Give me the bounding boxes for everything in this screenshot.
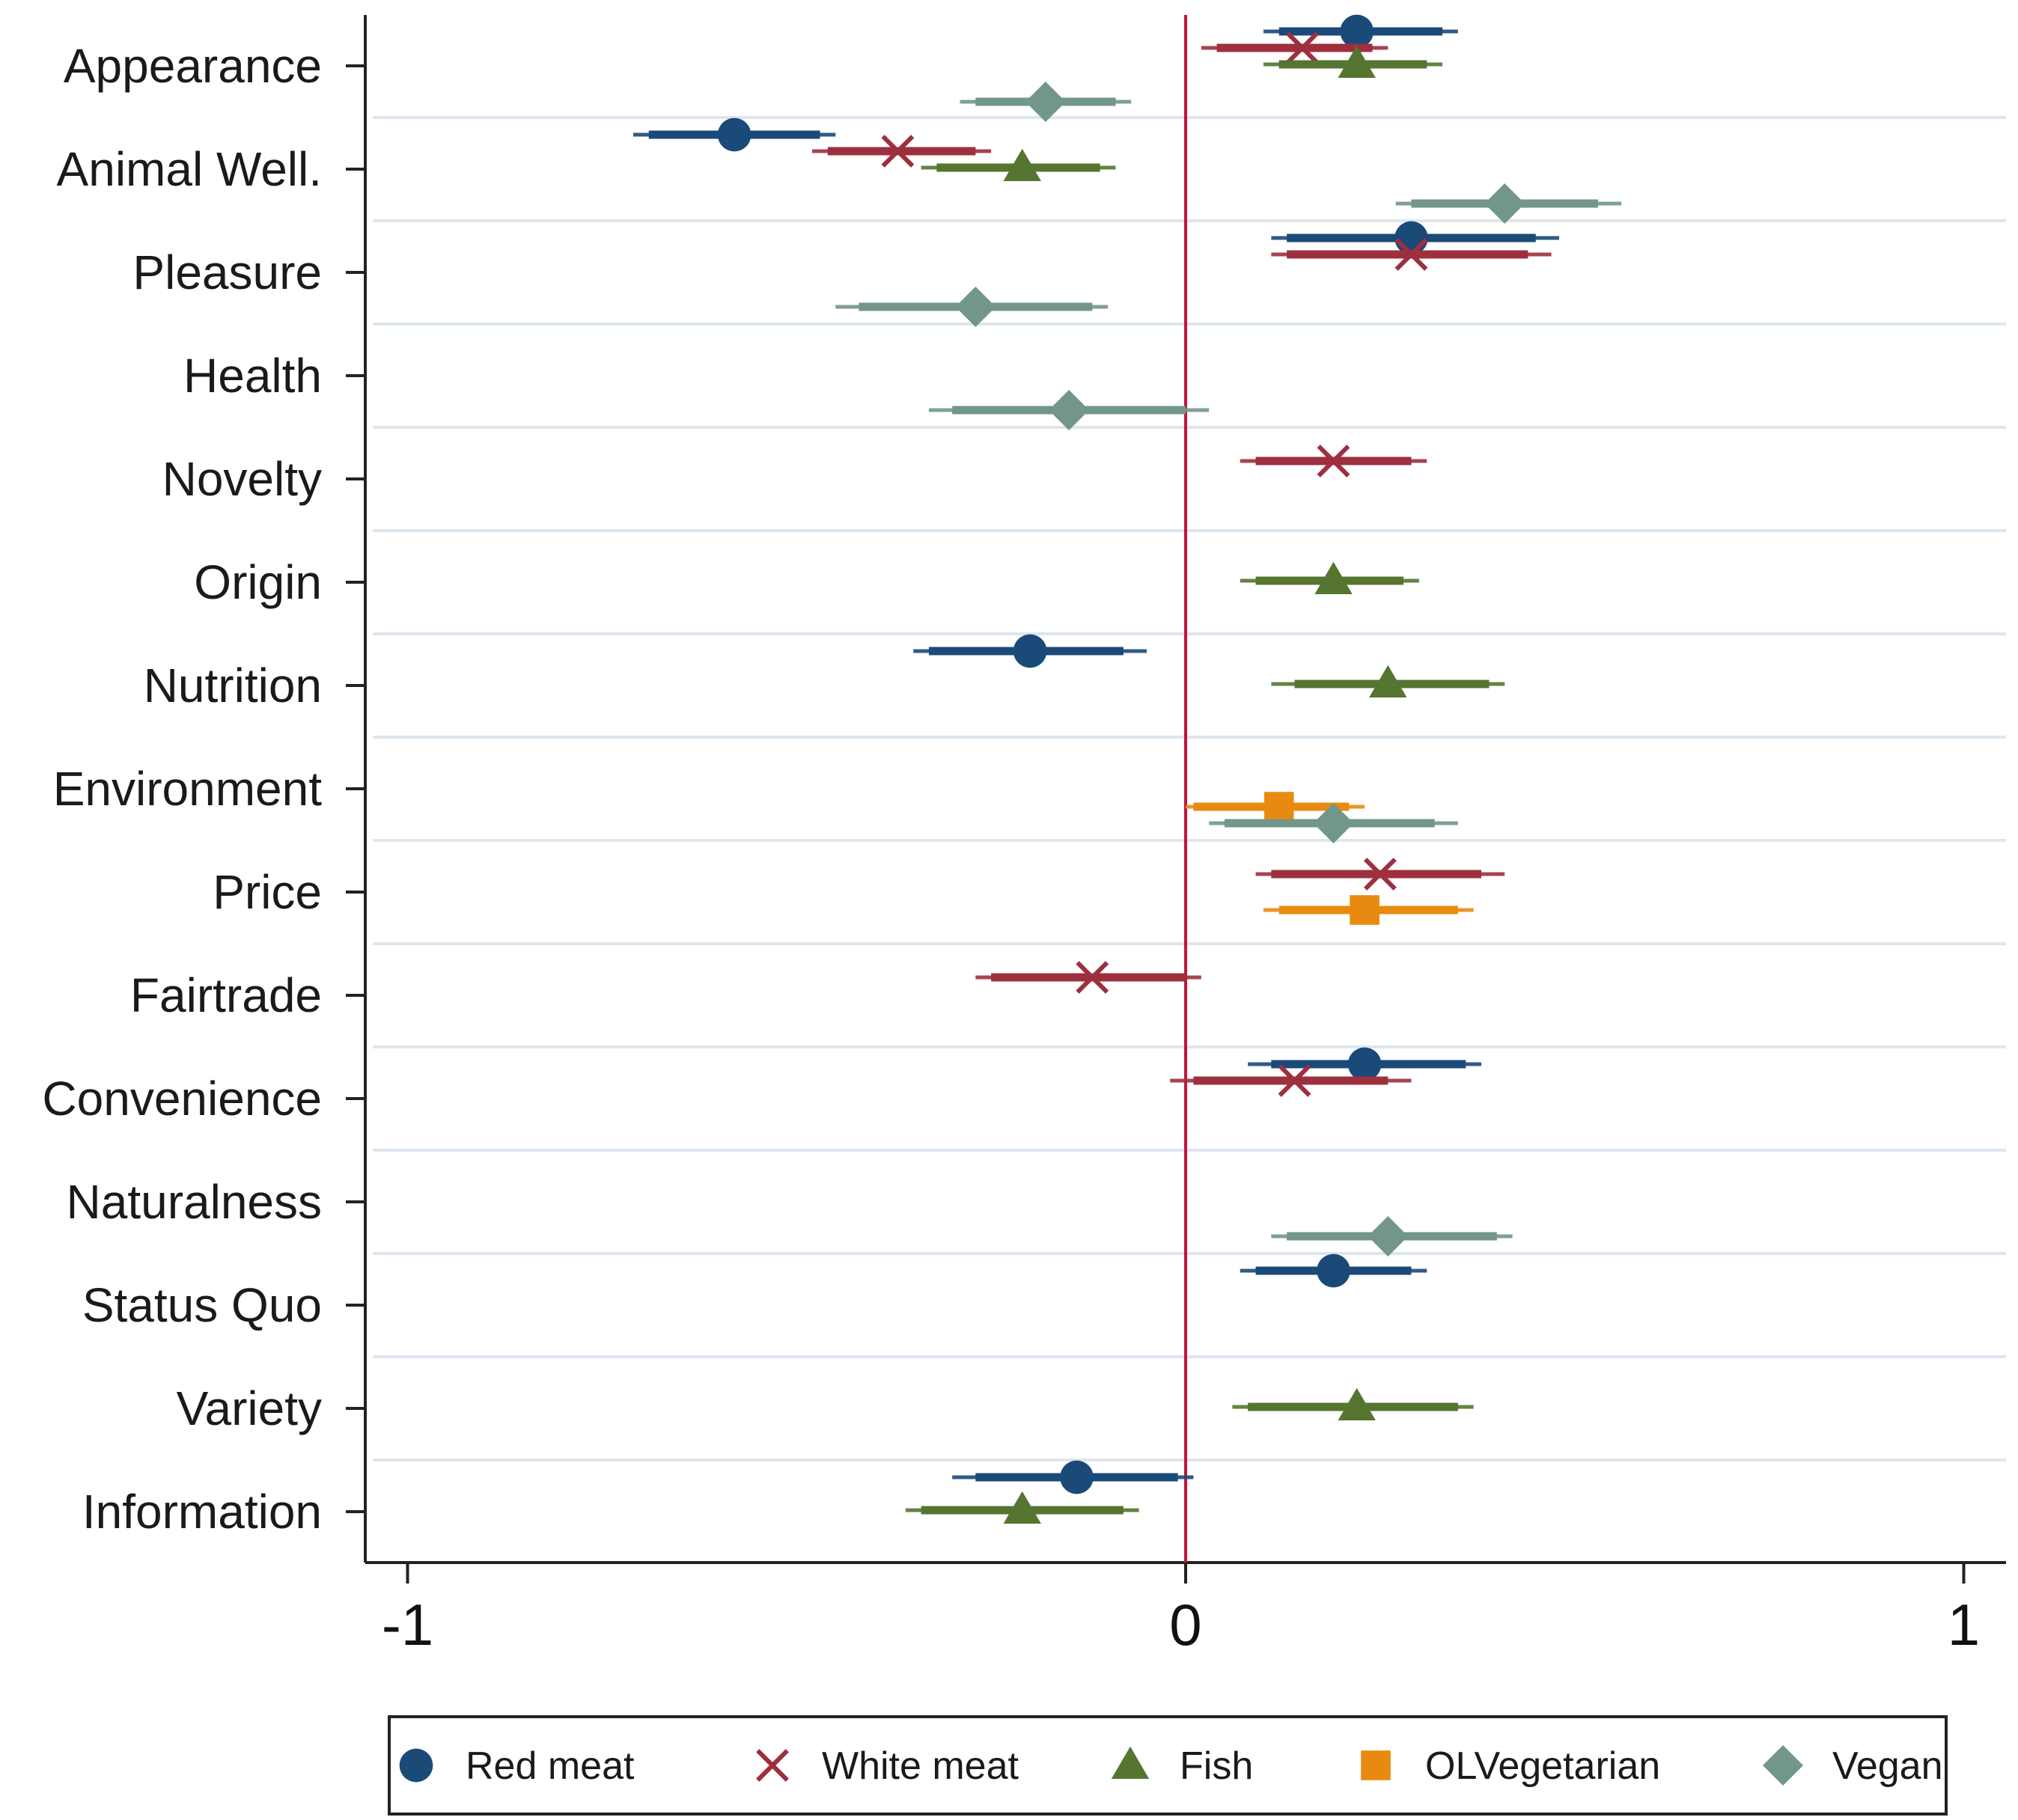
data-point [1271, 1216, 1513, 1256]
data-point [1255, 858, 1505, 891]
data-point [1271, 238, 1552, 271]
data-point [1271, 665, 1505, 697]
legend-label: Vegan [1832, 1744, 1943, 1788]
data-point [632, 117, 836, 152]
data-point [913, 634, 1147, 668]
point-marker [1363, 858, 1397, 891]
point-marker [1317, 445, 1350, 477]
data-point [1263, 895, 1474, 925]
point-marker [1350, 895, 1380, 925]
legend-label: Fish [1180, 1744, 1253, 1788]
data-point [960, 82, 1132, 122]
y-tick-label: Health [183, 349, 322, 403]
legend-box [388, 1715, 1948, 1816]
data-point [952, 1460, 1194, 1494]
point-marker [881, 135, 915, 168]
legend-marker [1361, 1750, 1391, 1780]
data-point [1232, 1387, 1474, 1420]
y-tick-label: Naturalness [67, 1175, 323, 1229]
y-tick-label: Nutrition [144, 659, 322, 712]
y-tick-label: Origin [194, 555, 322, 609]
data-point [1209, 803, 1458, 843]
point-marker [1394, 238, 1428, 271]
data-point [1263, 45, 1443, 78]
point-marker [955, 287, 996, 327]
y-tick-label: Novelty [162, 452, 322, 506]
data-point [928, 390, 1210, 430]
data-point [1170, 1064, 1412, 1097]
series-white-meat [812, 31, 1552, 1097]
y-tick-label: Appearance [64, 39, 322, 93]
point-marker [1317, 1253, 1350, 1288]
data-point [812, 135, 992, 168]
point-marker [1076, 961, 1109, 994]
y-tick-label: Pleasure [132, 245, 322, 299]
legend-label: OLVegetarian [1425, 1744, 1660, 1788]
data-point [1240, 1253, 1427, 1288]
y-tick-label: Price [213, 865, 322, 919]
point-marker [1263, 792, 1294, 822]
point-marker [1340, 14, 1374, 49]
data-point [835, 287, 1109, 327]
point-marker [1338, 1387, 1376, 1420]
data-point [1240, 445, 1427, 477]
x-tick-label: 1 [1948, 1592, 1980, 1658]
point-marker [1313, 803, 1354, 843]
y-tick-label: Information [82, 1485, 322, 1539]
data-point [1263, 14, 1458, 49]
legend-marker [1111, 1746, 1150, 1779]
data-point [921, 148, 1116, 181]
point-marker [1369, 665, 1407, 697]
legend-marker [1763, 1745, 1803, 1786]
point-marker [717, 117, 752, 152]
point-marker [1314, 561, 1353, 594]
point-marker [1013, 634, 1047, 668]
point-marker [1368, 1216, 1409, 1256]
point-marker [1049, 390, 1090, 430]
data-point [905, 1491, 1139, 1524]
data-point [1395, 183, 1622, 224]
y-tick-label: Animal Well. [57, 142, 322, 196]
legend-marker [399, 1748, 433, 1783]
point-marker [1484, 183, 1525, 224]
legend-marker [756, 1749, 789, 1782]
data-point [975, 961, 1201, 994]
point-marker [1025, 82, 1066, 122]
point-marker [1060, 1460, 1094, 1494]
point-marker [1338, 45, 1376, 78]
series-vegan [835, 82, 1622, 1256]
y-tick-label: Status Quo [82, 1278, 322, 1332]
series-fish [905, 45, 1505, 1524]
point-marker [1286, 31, 1319, 64]
legend-label: White meat [822, 1744, 1019, 1788]
data-point [1240, 561, 1419, 594]
point-marker [1003, 148, 1041, 181]
y-tick-label: Convenience [42, 1072, 322, 1126]
x-tick-label: -1 [382, 1592, 433, 1658]
series-red-meat [632, 14, 1559, 1494]
data-point [1248, 1047, 1482, 1081]
point-marker [1278, 1064, 1311, 1097]
x-tick-label: 0 [1169, 1592, 1201, 1658]
y-tick-label: Fairtrade [130, 968, 322, 1022]
legend-label: Red meat [466, 1744, 635, 1788]
y-tick-label: Variety [177, 1381, 322, 1435]
point-marker [1347, 1047, 1382, 1081]
y-tick-label: Environment [53, 762, 323, 816]
point-marker [1003, 1491, 1041, 1524]
point-marker [1394, 221, 1428, 255]
